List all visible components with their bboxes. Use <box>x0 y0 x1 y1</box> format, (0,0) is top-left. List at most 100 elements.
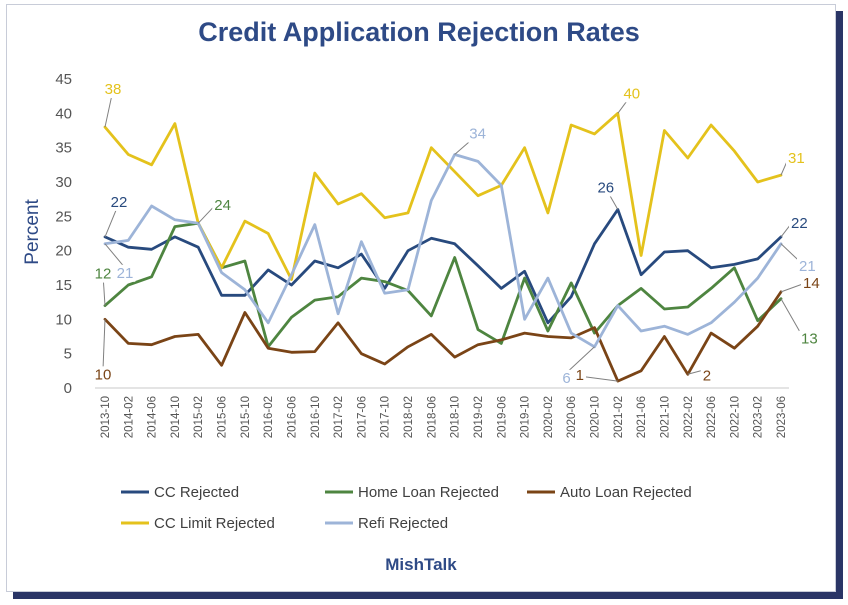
x-tick-label: 2015-10 <box>240 396 252 438</box>
data-label-leader <box>687 369 703 375</box>
x-tick-label: 2015-06 <box>217 396 229 438</box>
data-label-background <box>621 85 643 103</box>
x-tick-label: 2019-10 <box>520 396 532 438</box>
data-label-refi-rejected: 21 <box>117 265 134 282</box>
x-axis-ticks: 2013-10 2014-02 2014-06 2014-10 2015-02 2015-… <box>100 396 788 438</box>
data-label-refi-rejected: 34 <box>469 126 486 143</box>
data-label-leader <box>197 205 215 224</box>
legend-item-cc-rejected: CC Rejected <box>121 484 239 501</box>
data-label-leader <box>102 319 106 370</box>
data-label-auto-loan-rejected: 2 <box>703 367 711 384</box>
y-tick-label: 20 <box>55 243 72 260</box>
data-label-home-loan-rejected: 13 <box>801 331 818 348</box>
x-tick-label: 2014-10 <box>170 396 182 438</box>
data-label-cc-rejected: 26 <box>597 179 614 196</box>
data-label-leader <box>780 283 804 293</box>
data-label-background <box>786 150 807 168</box>
data-label-background <box>799 330 820 348</box>
x-tick-label: 2016-06 <box>286 396 298 438</box>
data-label-background <box>92 265 114 283</box>
data-label-auto-loan-rejected: 10 <box>95 366 112 383</box>
legend-item-refi-rejected: Refi Rejected <box>325 515 448 532</box>
data-label-auto-loan-rejected: 14 <box>803 275 820 292</box>
data-label-cc-limit-rejected: 40 <box>623 85 640 102</box>
y-tick-label: 35 <box>55 140 72 157</box>
legend-label: Home Loan Rejected <box>358 484 499 501</box>
x-tick-label: 2020-02 <box>543 396 555 438</box>
x-tick-label: 2014-06 <box>147 396 159 438</box>
x-tick-label: 2023-02 <box>753 396 765 438</box>
legend-item-home-loan-rejected: Home Loan Rejected <box>325 484 499 501</box>
data-label-home-loan-rejected: 12 <box>95 266 112 283</box>
data-label-cc-limit-rejected: 31 <box>788 150 805 167</box>
y-axis-ticks: 0 5 10 15 20 25 30 35 40 45 <box>55 71 72 397</box>
x-tick-label: 2022-10 <box>729 396 741 438</box>
y-tick-label: 40 <box>55 105 72 122</box>
legend-label: Auto Loan Rejected <box>560 484 692 501</box>
x-tick-label: 2021-02 <box>613 396 625 438</box>
x-tick-label: 2020-06 <box>566 396 578 438</box>
data-label-leader <box>579 375 618 382</box>
legend-item-cc-limit-rejected: CC Limit Rejected <box>121 515 275 532</box>
data-label-home-loan-rejected: 24 <box>214 197 231 214</box>
chart-title: Credit Application Rejection Rates <box>198 17 640 47</box>
data-label-background <box>595 179 617 197</box>
data-label-background <box>212 197 233 215</box>
data-label-background <box>700 367 714 385</box>
source-label: MishTalk <box>385 555 457 574</box>
x-tick-label: 2016-02 <box>263 396 275 438</box>
x-tick-label: 2019-02 <box>473 396 485 438</box>
y-tick-label: 25 <box>55 208 72 225</box>
data-label-auto-loan-rejected: 1 <box>576 367 584 384</box>
data-label-cc-rejected: 22 <box>791 215 808 232</box>
data-label-background <box>114 264 136 282</box>
x-tick-label: 2020-10 <box>590 396 602 438</box>
series-line-auto-loan-rejected <box>103 290 783 383</box>
data-label-cc-rejected: 22 <box>111 194 128 211</box>
legend-label: CC Rejected <box>154 484 239 501</box>
data-label-background <box>573 367 586 385</box>
data-label-background <box>560 369 573 387</box>
data-label-cc-limit-rejected: 38 <box>105 81 122 98</box>
y-tick-label: 5 <box>64 346 72 363</box>
x-tick-label: 2016-10 <box>310 396 322 438</box>
series-line-cc-limit-rejected <box>103 111 783 281</box>
x-tick-label: 2018-02 <box>403 396 415 438</box>
x-tick-label: 2022-02 <box>683 396 695 438</box>
series-line-cc-rejected <box>103 208 783 325</box>
x-tick-label: 2018-06 <box>426 396 438 438</box>
y-axis-title: Percent <box>22 199 43 265</box>
legend-label: Refi Rejected <box>358 515 448 532</box>
data-label-refi-rejected: 6 <box>562 370 570 387</box>
y-tick-label: 10 <box>55 311 72 328</box>
y-tick-label: 0 <box>64 380 72 397</box>
data-label-leader <box>780 243 800 262</box>
data-label-background <box>108 193 130 211</box>
legend: CC Rejected Home Loan Rejected Auto Loan R… <box>121 484 692 532</box>
data-label-leader <box>104 243 126 269</box>
x-tick-label: 2018-10 <box>450 396 462 438</box>
x-tick-label: 2022-06 <box>706 396 718 438</box>
x-tick-label: 2021-10 <box>659 396 671 438</box>
data-label-background <box>801 274 822 292</box>
legend-label: CC Limit Rejected <box>154 515 275 532</box>
x-tick-label: 2019-06 <box>496 396 508 438</box>
legend-item-auto-loan-rejected: Auto Loan Rejected <box>527 484 692 501</box>
x-tick-label: 2017-06 <box>356 396 368 438</box>
y-tick-label: 30 <box>55 174 72 191</box>
x-tick-label: 2017-10 <box>380 396 392 438</box>
data-label-leader <box>566 346 595 374</box>
x-tick-label: 2014-02 <box>123 396 135 438</box>
x-tick-label: 2015-02 <box>193 396 205 438</box>
series-line-refi-rejected <box>103 153 783 349</box>
data-label-background <box>797 257 818 275</box>
y-tick-label: 45 <box>55 71 72 88</box>
data-label-refi-rejected: 21 <box>799 258 816 275</box>
x-tick-label: 2013-10 <box>100 396 112 438</box>
data-label-background <box>789 214 810 232</box>
data-label-leader <box>780 298 802 334</box>
data-label-background <box>102 81 124 99</box>
series-lines <box>103 111 783 383</box>
